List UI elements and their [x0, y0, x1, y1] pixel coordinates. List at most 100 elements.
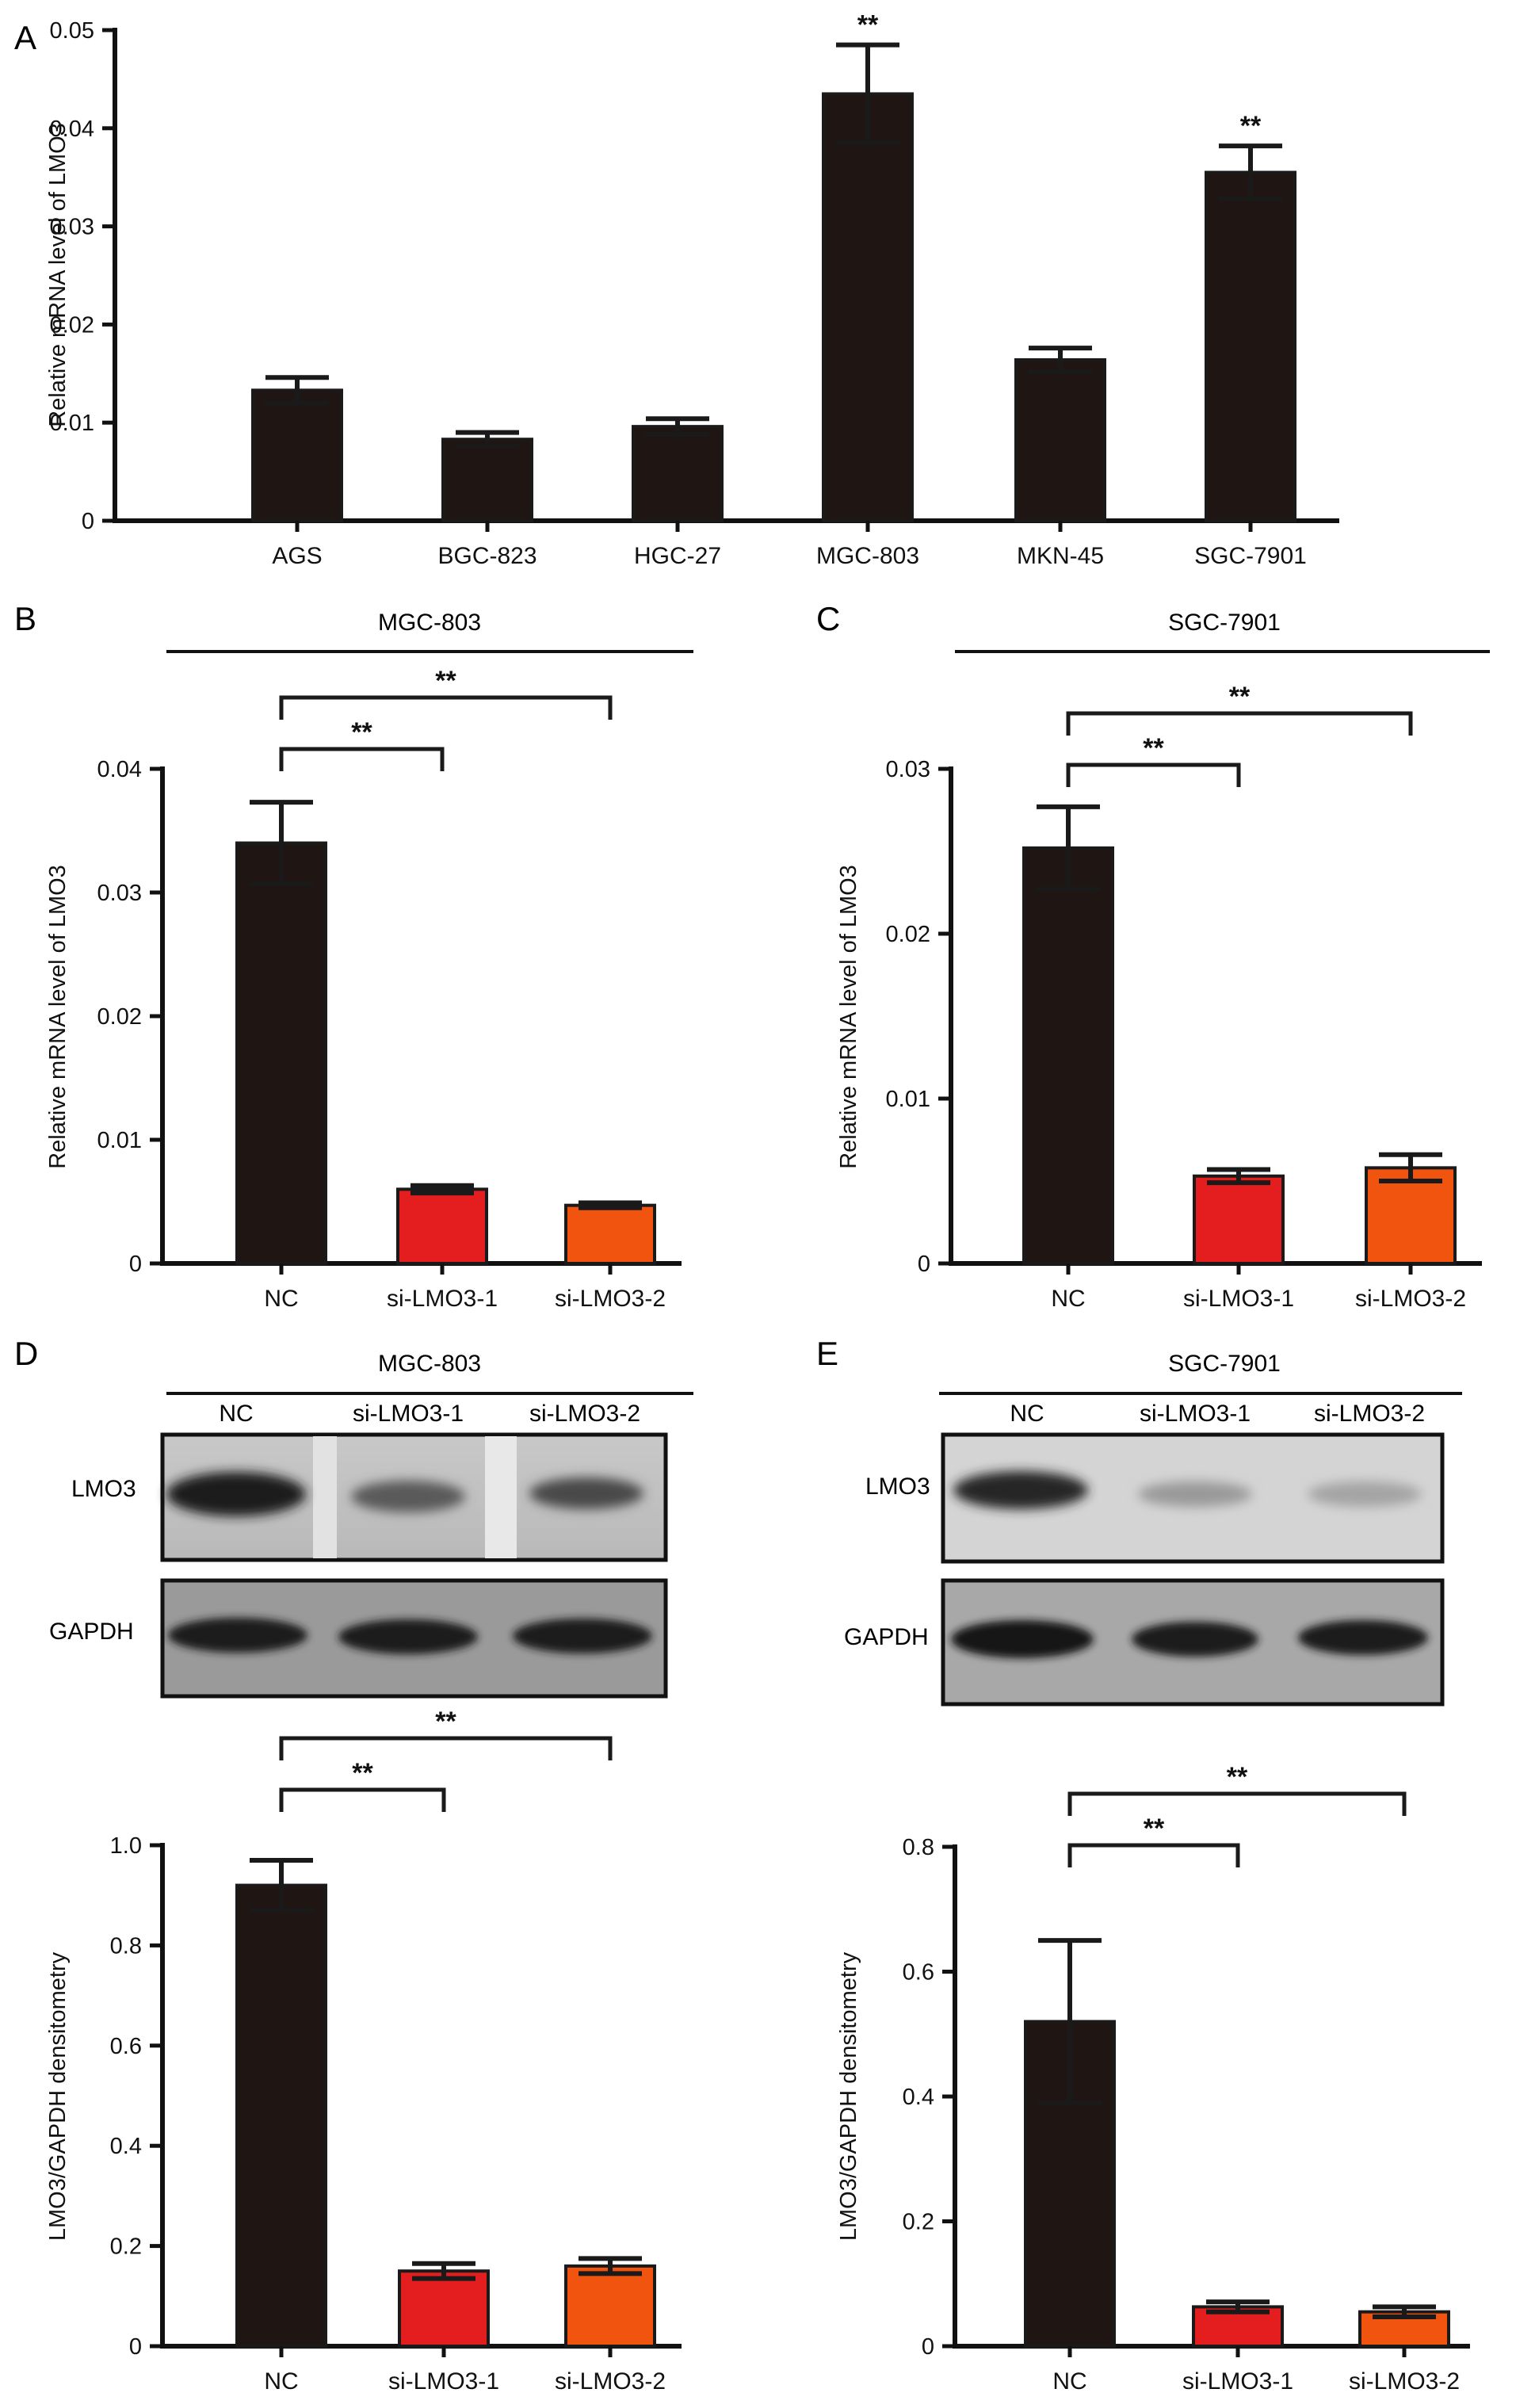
chart-c-y-tick-label: 0.03 [886, 757, 930, 782]
chart-e-y-tick-label: 0.4 [903, 2085, 934, 2110]
chart-b-y-tick-label: 0 [129, 1252, 142, 1277]
chart-c-bracket-label: ** [1143, 733, 1164, 763]
chart-e: 0 0.2 0.4 0.6 0.8 LMO3/GAPDH densitometry NC si… [836, 1762, 1470, 2395]
blot-e-gapdh-band-si2 [1298, 1620, 1428, 1655]
chart-d-bar [564, 2264, 656, 2348]
chart-e-x-tick-label: si-LMO3-2 [1349, 2368, 1460, 2395]
chart-e-y-tick-label: 0 [922, 2334, 934, 2360]
chart-e-y-tick-label: 0.8 [903, 1835, 934, 1860]
blot-e-lane-si2: si-LMO3-2 [1314, 1401, 1425, 1427]
chart-e-y-axis-label: LMO3/GAPDH densitometry [836, 1951, 861, 2241]
chart-c-x-tick-label: NC [1051, 1286, 1085, 1312]
chart-d-comparison-bracket [279, 1787, 446, 1812]
chart-d-bar [398, 2269, 490, 2348]
chart-d-y-tick-label: 0.6 [110, 2034, 142, 2059]
chart-b-y-tick-label: 0.02 [97, 1004, 142, 1030]
chart-c-comparison-bracket [1066, 711, 1413, 736]
chart-e-bracket-label: ** [1144, 1814, 1165, 1844]
chart-a-bar [251, 388, 343, 523]
chart-b-y-tick-label: 0.03 [97, 881, 142, 906]
chart-d-x-tick-label: si-LMO3-2 [555, 2368, 666, 2395]
blot-e: NC si-LMO3-1 si-LMO3-2 LMO3 GAPDH [844, 1401, 1445, 1707]
panel-label-c: C [816, 600, 840, 637]
blot-e-lmo3-band-nc [953, 1471, 1088, 1509]
chart-a-bar [632, 425, 724, 522]
blot-e-lmo3-band-si1 [1138, 1481, 1252, 1507]
chart-c-y-tick-label: 0 [918, 1252, 930, 1277]
panel-label-b: B [14, 600, 36, 637]
blot-e-row-gapdh: GAPDH [844, 1624, 929, 1650]
panel-b-title: MGC-803 [378, 610, 481, 636]
blot-d-lmo3-band-nc [166, 1472, 306, 1516]
chart-b-comparison-bracket [279, 695, 613, 720]
chart-c: 0 0.01 0.02 0.03 Relative mRNA level of LMO3… [836, 682, 1482, 1312]
chart-e-comparison-bracket [1067, 1791, 1407, 1816]
chart-e-x-tick-label: si-LMO3-1 [1182, 2368, 1293, 2395]
chart-a-bar [1205, 170, 1296, 522]
charts-layer: 0 0.01 0.02 0.03 0.04 0.05 Relative mRNA level… [45, 10, 1482, 2395]
chart-c-bracket-label: ** [1229, 682, 1251, 712]
panel-label-a: A [14, 19, 36, 56]
chart-a-x-tick-label: MKN-45 [1017, 543, 1104, 569]
chart-a-y-tick-label: 0 [82, 509, 94, 534]
chart-a-y-axis-label: Relative mRNA level of LMO3 [45, 123, 71, 427]
chart-b-bracket-label: ** [435, 666, 456, 696]
chart-d-bracket-label: ** [352, 1758, 373, 1788]
chart-b-x-tick-label: NC [264, 1286, 298, 1312]
chart-b-bracket-label: ** [351, 717, 372, 747]
chart-d-y-tick-label: 0.4 [110, 2134, 142, 2159]
panel-c-title: SGC-7901 [1168, 610, 1281, 636]
chart-d-y-tick-label: 0 [129, 2334, 142, 2360]
chart-e-comparison-bracket [1067, 1843, 1240, 1867]
chart-c-y-tick-label: 0.01 [886, 1087, 930, 1112]
chart-a: 0 0.01 0.02 0.03 0.04 0.05 Relative mRNA level… [45, 10, 1339, 569]
chart-d-x-tick-label: NC [264, 2368, 298, 2395]
chart-c-x-tick-label: si-LMO3-1 [1183, 1286, 1294, 1312]
chart-e-x-tick-label: NC [1052, 2368, 1086, 2395]
chart-b-comparison-bracket [279, 747, 445, 771]
chart-d-y-axis-label: LMO3/GAPDH densitometry [45, 1951, 71, 2241]
chart-b-y-tick-label: 0.04 [97, 757, 142, 782]
chart-a-y-tick-label: 0.04 [50, 117, 94, 142]
chart-b-bar [235, 841, 327, 1265]
chart-c-y-axis-label: Relative mRNA level of LMO3 [836, 865, 861, 1169]
chart-a-bar [1014, 357, 1106, 522]
chart-b-bar [564, 1203, 656, 1266]
chart-b-bar [396, 1187, 488, 1266]
chart-d-y-tick-label: 1.0 [110, 1833, 142, 1859]
blot-d-lane-si2: si-LMO3-2 [529, 1401, 640, 1427]
chart-c-bar [1022, 846, 1114, 1265]
blot-e-row-lmo3: LMO3 [865, 1473, 930, 1500]
chart-a-bar [822, 92, 914, 523]
chart-b-y-axis-label: Relative mRNA level of LMO3 [45, 865, 71, 1169]
blot-d-gapdh-band-si1 [338, 1619, 478, 1654]
blot-d-lmo3-band-si2 [529, 1477, 643, 1509]
chart-b-x-tick-label: si-LMO3-1 [387, 1286, 498, 1312]
chart-d-y-tick-label: 0.2 [110, 2234, 142, 2260]
blot-d-gapdh-band-si2 [513, 1619, 652, 1653]
chart-c-comparison-bracket [1066, 763, 1241, 787]
chart-b-x-tick-label: si-LMO3-2 [555, 1286, 666, 1312]
blot-d-lmo3-band-si1 [351, 1481, 465, 1512]
chart-a-bar [441, 438, 533, 522]
chart-a-y-tick-label: 0.05 [50, 18, 94, 44]
blot-d-row-lmo3: LMO3 [71, 1476, 136, 1502]
chart-b-y-tick-label: 0.01 [97, 1128, 142, 1153]
blot-d-lmo3-gap2 [485, 1436, 517, 1558]
chart-a-y-tick-label: 0.02 [50, 312, 94, 338]
chart-c-x-tick-label: si-LMO3-2 [1355, 1286, 1466, 1312]
chart-a-x-tick-label: AGS [272, 543, 322, 569]
chart-c-y-tick-label: 0.02 [886, 922, 930, 947]
panel-e-title: SGC-7901 [1168, 1351, 1281, 1377]
blot-d-gapdh-band-nc [168, 1618, 307, 1653]
blot-d: NC si-LMO3-1 si-LMO3-2 LMO3 GAPDH [49, 1401, 668, 1699]
chart-e-y-tick-label: 0.2 [903, 2210, 934, 2235]
chart-a-significance-label: ** [1240, 111, 1262, 141]
blot-e-gapdh-band-si1 [1132, 1622, 1258, 1657]
chart-b: 0 0.01 0.02 0.03 0.04 Relative mRNA level of … [45, 666, 682, 1312]
chart-a-x-tick-label: SGC-7901 [1194, 543, 1307, 569]
chart-d-bracket-label: ** [435, 1707, 456, 1737]
blot-d-lane-nc: NC [219, 1401, 253, 1427]
chart-a-x-tick-label: MGC-803 [816, 543, 919, 569]
